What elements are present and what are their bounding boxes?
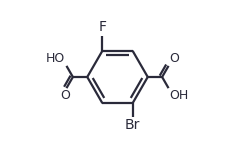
Text: OH: OH bbox=[170, 89, 189, 102]
Text: O: O bbox=[60, 89, 70, 102]
Text: HO: HO bbox=[46, 52, 65, 65]
Text: Br: Br bbox=[125, 118, 140, 132]
Text: F: F bbox=[98, 20, 106, 34]
Text: O: O bbox=[169, 52, 179, 65]
